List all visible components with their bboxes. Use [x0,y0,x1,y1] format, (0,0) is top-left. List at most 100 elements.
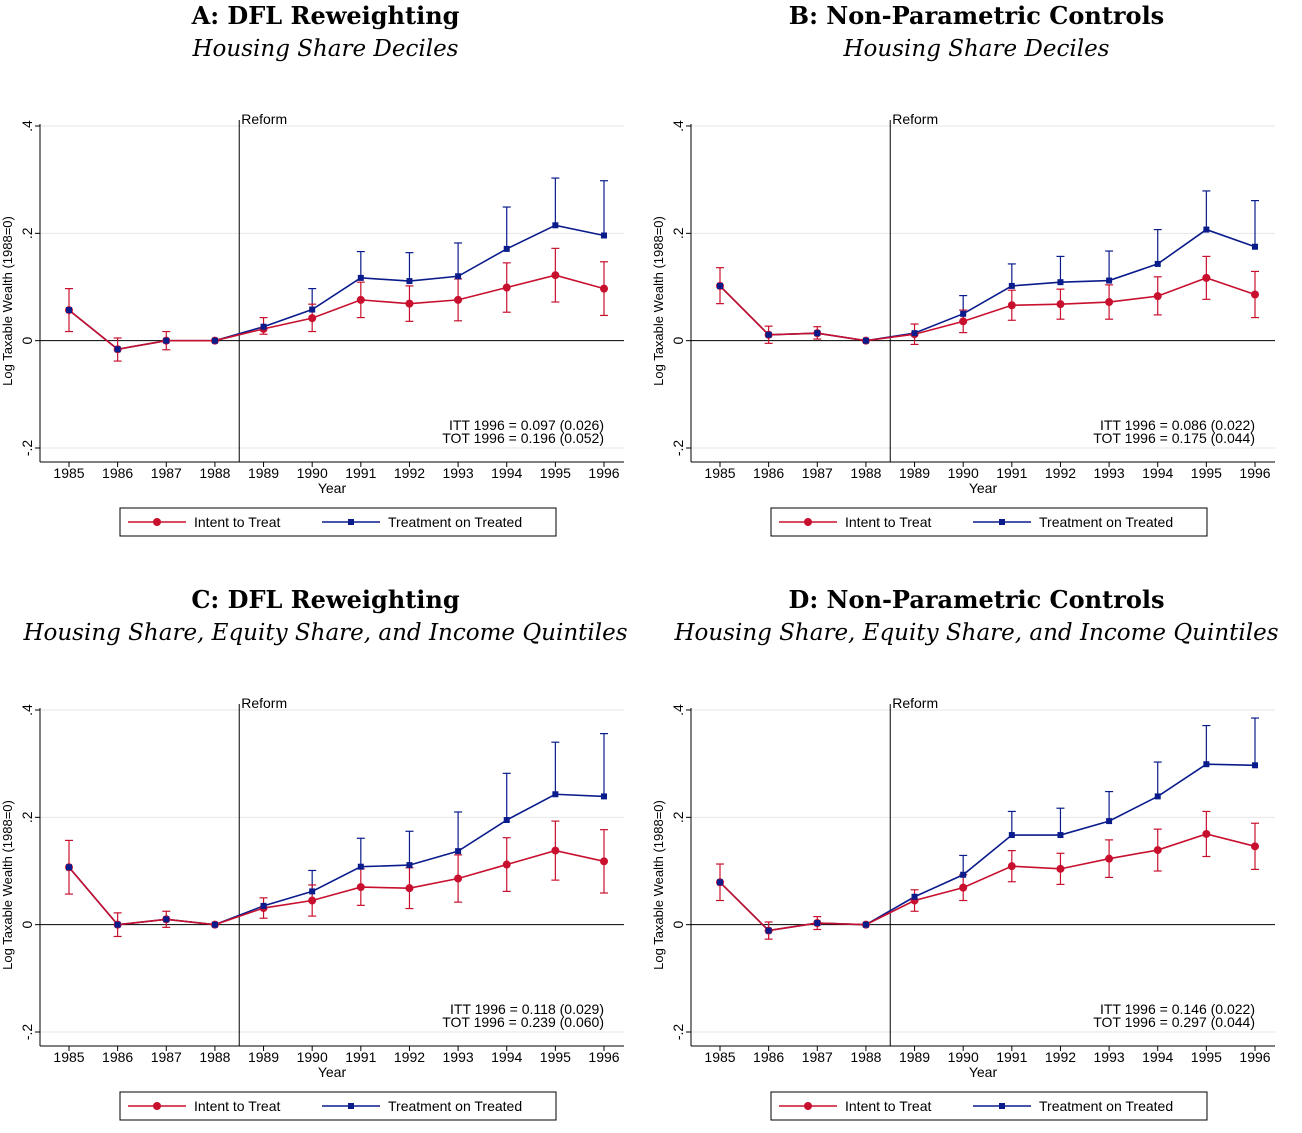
itt-point [308,896,317,905]
tot-point [814,920,821,927]
x-tick-label: 1985 [704,465,735,481]
itt-line [68,274,605,351]
x-tick-label: 1994 [491,1049,522,1065]
y-tick-label: .2 [670,811,686,823]
tot-point [1203,226,1210,233]
tot-point [1203,761,1210,768]
tot-point [960,310,967,317]
x-tick-label: 1996 [1239,465,1270,481]
tot-point [601,232,607,239]
itt-point [405,299,414,308]
annotation-tot: TOT 1996 = 0.297 (0.044) [1093,1014,1255,1030]
x-axis-title: Year [318,480,347,496]
tot-point [406,862,413,869]
tot-point [862,921,869,928]
itt-point [1056,300,1065,309]
tot-point [552,791,559,798]
tot-point [1154,260,1161,267]
itt-point [1153,846,1162,855]
y-tick-label: .2 [19,227,35,239]
reform-label: Reform [241,695,287,711]
itt-point [356,295,365,304]
panel-title: B: Non-Parametric Controls [788,1,1165,30]
x-axis-title: Year [969,480,998,496]
legend-tot-label: Treatment on Treated [1039,514,1173,530]
x-tick-label: 1991 [345,465,376,481]
legend-itt-label: Intent to Treat [194,514,280,530]
x-tick-label: 1990 [297,465,328,481]
tot-point [66,307,72,314]
tot-point [911,330,918,337]
legend-itt-label: Intent to Treat [194,1098,280,1114]
itt-point [551,846,560,855]
x-tick-label: 1985 [704,1049,735,1065]
tot-point [503,817,510,824]
panel-subtitle: Housing Share, Equity Share, and Income … [23,620,628,646]
tot-point [163,337,170,344]
x-tick-label: 1993 [1094,1049,1125,1065]
x-tick-label: 1993 [443,1049,474,1065]
x-axis-title: Year [969,1064,998,1080]
legend-tot-label: Treatment on Treated [388,514,522,530]
x-tick-label: 1986 [102,465,133,481]
tot-point [503,245,510,252]
tot-point [211,921,218,928]
tot-point [1106,818,1113,825]
tot-point [211,337,218,344]
tot-point [114,346,121,353]
x-axis-title: Year [318,1064,347,1080]
reform-label: Reform [892,111,938,127]
tot-point [357,274,364,281]
tot-line [719,228,1256,342]
x-tick-label: 1987 [151,1049,182,1065]
x-tick-label: 1994 [1142,1049,1173,1065]
legend-tot-marker [348,1103,354,1109]
itt-point [1251,842,1259,851]
tot-point [717,282,723,289]
x-tick-label: 1992 [1045,1049,1076,1065]
legend-tot-marker [999,519,1005,525]
tot-point [1252,243,1258,250]
panel-title: D: Non-Parametric Controls [788,585,1165,614]
x-tick-label: 1986 [753,465,784,481]
x-tick-label: 1993 [1094,465,1125,481]
legend-tot-marker [999,1103,1005,1109]
tot-point [455,848,462,855]
y-tick-label: .4 [19,704,35,716]
itt-point [1105,854,1114,863]
tot-line [719,763,1256,932]
annotation-itt: ITT 1996 = 0.118 (0.029) [450,1001,604,1017]
x-tick-label: 1993 [443,465,474,481]
x-tick-label: 1990 [948,465,979,481]
x-tick-label: 1996 [1239,1049,1270,1065]
itt-point [959,883,968,892]
itt-point [1251,290,1259,299]
panel-subtitle: Housing Share, Equity Share, and Income … [674,620,1279,646]
tot-point [114,921,121,928]
itt-point [1202,829,1211,838]
annotation-itt: ITT 1996 = 0.086 (0.022) [1100,417,1255,433]
panel-subtitle: Housing Share Deciles [843,36,1110,62]
itt-point [454,295,463,304]
y-tick-label: -.2 [19,1024,35,1041]
itt-point [502,283,511,292]
tot-point [717,879,723,886]
panel-d: D: Non-Parametric Controls Housing Share… [651,584,1302,1133]
legend-tot-marker [348,519,354,525]
x-tick-label: 1989 [899,465,930,481]
tot-point [455,273,462,280]
x-tick-label: 1988 [850,1049,881,1065]
annotation-itt: ITT 1996 = 0.097 (0.026) [449,417,604,433]
y-tick-label: -.2 [670,440,686,457]
x-tick-label: 1995 [1191,465,1222,481]
x-tick-label: 1992 [394,465,425,481]
annotation-itt: ITT 1996 = 0.146 (0.022) [1100,1001,1255,1017]
tot-point [66,864,72,871]
tot-point [163,916,170,923]
x-tick-label: 1994 [491,465,522,481]
legend-itt-marker [153,1102,161,1110]
y-tick-label: .4 [19,120,35,132]
itt-point [1056,864,1065,873]
itt-point [454,874,463,883]
tot-point [1252,762,1258,769]
